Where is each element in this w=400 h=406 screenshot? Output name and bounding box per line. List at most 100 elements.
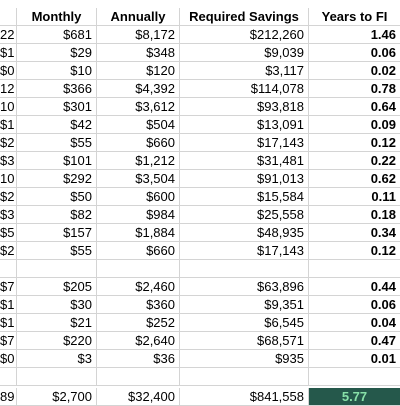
cell-monthly[interactable]: $55 [17, 134, 97, 152]
cell-required-savings[interactable] [180, 260, 309, 278]
cell-annually[interactable]: $348 [97, 44, 180, 62]
cell-partial[interactable]: 22 [0, 26, 17, 44]
cell-annually[interactable]: $3,504 [97, 170, 180, 188]
cell-partial[interactable]: $2 [0, 188, 17, 206]
cell-annually[interactable]: $4,392 [97, 80, 180, 98]
cell-monthly[interactable] [17, 260, 97, 278]
cell-monthly[interactable]: $82 [17, 206, 97, 224]
cell-years-to-fi[interactable]: 0.64 [309, 98, 400, 116]
cell-monthly[interactable]: $3 [17, 350, 97, 368]
cell-required-savings[interactable]: $13,091 [180, 116, 309, 134]
header-years-to-fi[interactable]: Years to FI [309, 8, 400, 26]
total-monthly[interactable]: $2,700 [17, 388, 97, 406]
cell-partial[interactable]: 10 [0, 170, 17, 188]
header-monthly[interactable]: Monthly [17, 8, 97, 26]
cell-monthly[interactable]: $292 [17, 170, 97, 188]
cell-partial[interactable]: $1 [0, 116, 17, 134]
cell-years-to-fi[interactable]: 0.44 [309, 278, 400, 296]
cell-partial[interactable]: $1 [0, 44, 17, 62]
cell-annually[interactable]: $1,884 [97, 224, 180, 242]
cell-monthly[interactable]: $101 [17, 152, 97, 170]
cell-partial[interactable]: $1 [0, 314, 17, 332]
cell-partial[interactable]: $0 [0, 350, 17, 368]
cell-annually[interactable] [97, 368, 180, 386]
cell-required-savings[interactable]: $114,078 [180, 80, 309, 98]
cell-annually[interactable]: $600 [97, 188, 180, 206]
cell-monthly[interactable]: $29 [17, 44, 97, 62]
cell-partial[interactable]: $3 [0, 206, 17, 224]
cell-years-to-fi[interactable]: 0.22 [309, 152, 400, 170]
cell-monthly[interactable]: $10 [17, 62, 97, 80]
cell-partial[interactable]: $2 [0, 242, 17, 260]
cell-required-savings[interactable]: $63,896 [180, 278, 309, 296]
cell-annually[interactable]: $2,460 [97, 278, 180, 296]
cell-years-to-fi[interactable]: 0.12 [309, 242, 400, 260]
cell-required-savings[interactable]: $25,558 [180, 206, 309, 224]
cell-years-to-fi[interactable]: 0.06 [309, 44, 400, 62]
cell-monthly[interactable]: $301 [17, 98, 97, 116]
cell-years-to-fi[interactable]: 0.11 [309, 188, 400, 206]
cell-annually[interactable]: $660 [97, 242, 180, 260]
cell-monthly[interactable]: $220 [17, 332, 97, 350]
cell-annually[interactable] [97, 260, 180, 278]
cell-required-savings[interactable] [180, 368, 309, 386]
cell-required-savings[interactable]: $17,143 [180, 134, 309, 152]
cell-required-savings[interactable]: $91,013 [180, 170, 309, 188]
cell-monthly[interactable]: $157 [17, 224, 97, 242]
header-cell-partial[interactable] [0, 8, 17, 26]
cell-monthly[interactable]: $21 [17, 314, 97, 332]
cell-annually[interactable]: $8,172 [97, 26, 180, 44]
cell-partial[interactable]: 12 [0, 80, 17, 98]
cell-required-savings[interactable]: $935 [180, 350, 309, 368]
cell-partial[interactable]: $3 [0, 152, 17, 170]
cell-monthly[interactable] [17, 368, 97, 386]
cell-monthly[interactable]: $42 [17, 116, 97, 134]
cell-required-savings[interactable]: $17,143 [180, 242, 309, 260]
cell-annually[interactable]: $504 [97, 116, 180, 134]
cell-years-to-fi[interactable]: 0.06 [309, 296, 400, 314]
cell-monthly[interactable]: $30 [17, 296, 97, 314]
cell-required-savings[interactable]: $6,545 [180, 314, 309, 332]
cell-annually[interactable]: $252 [97, 314, 180, 332]
cell-years-to-fi[interactable]: 1.46 [309, 26, 400, 44]
header-required-savings[interactable]: Required Savings [180, 8, 309, 26]
cell-monthly[interactable]: $50 [17, 188, 97, 206]
cell-years-to-fi[interactable]: 0.04 [309, 314, 400, 332]
cell-annually[interactable]: $120 [97, 62, 180, 80]
cell-partial[interactable] [0, 260, 17, 278]
cell-years-to-fi[interactable]: 0.09 [309, 116, 400, 134]
cell-years-to-fi[interactable] [309, 368, 400, 386]
cell-partial[interactable]: $7 [0, 332, 17, 350]
cell-required-savings[interactable]: $93,818 [180, 98, 309, 116]
cell-annually[interactable]: $3,612 [97, 98, 180, 116]
cell-annually[interactable]: $984 [97, 206, 180, 224]
cell-partial[interactable]: 10 [0, 98, 17, 116]
cell-years-to-fi[interactable]: 0.62 [309, 170, 400, 188]
cell-required-savings[interactable]: $3,117 [180, 62, 309, 80]
cell-years-to-fi[interactable]: 0.47 [309, 332, 400, 350]
cell-years-to-fi[interactable]: 0.01 [309, 350, 400, 368]
total-partial[interactable]: 89 [0, 388, 17, 406]
cell-partial[interactable]: $1 [0, 296, 17, 314]
cell-annually[interactable]: $1,212 [97, 152, 180, 170]
cell-years-to-fi[interactable]: 0.02 [309, 62, 400, 80]
total-years-to-fi[interactable]: 5.77 [309, 388, 400, 406]
cell-partial[interactable]: $7 [0, 278, 17, 296]
cell-annually[interactable]: $660 [97, 134, 180, 152]
cell-partial[interactable]: $0 [0, 62, 17, 80]
cell-partial[interactable]: $2 [0, 134, 17, 152]
cell-required-savings[interactable]: $212,260 [180, 26, 309, 44]
cell-monthly[interactable]: $55 [17, 242, 97, 260]
cell-years-to-fi[interactable] [309, 260, 400, 278]
total-annually[interactable]: $32,400 [97, 388, 180, 406]
cell-annually[interactable]: $360 [97, 296, 180, 314]
cell-required-savings[interactable]: $68,571 [180, 332, 309, 350]
total-required-savings[interactable]: $841,558 [180, 388, 309, 406]
cell-years-to-fi[interactable]: 0.34 [309, 224, 400, 242]
cell-required-savings[interactable]: $9,351 [180, 296, 309, 314]
cell-required-savings[interactable]: $9,039 [180, 44, 309, 62]
cell-monthly[interactable]: $366 [17, 80, 97, 98]
cell-years-to-fi[interactable]: 0.78 [309, 80, 400, 98]
cell-required-savings[interactable]: $48,935 [180, 224, 309, 242]
cell-years-to-fi[interactable]: 0.18 [309, 206, 400, 224]
